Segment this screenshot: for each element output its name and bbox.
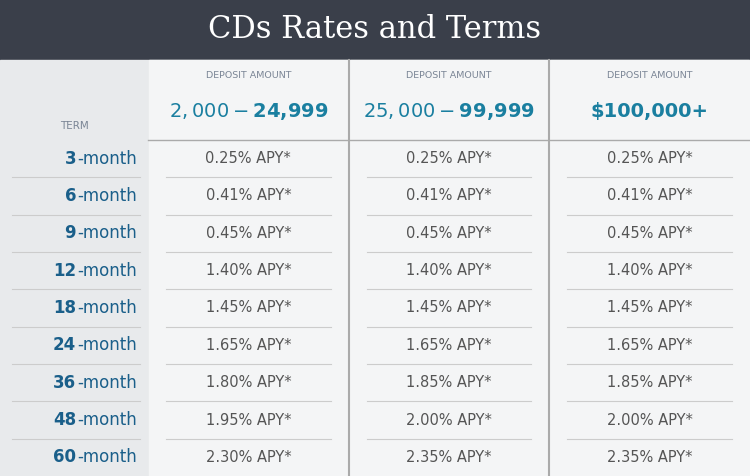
Text: $25,000 - $99,999: $25,000 - $99,999 xyxy=(363,101,535,122)
Text: -month: -month xyxy=(77,411,136,429)
Text: 0.45% APY*: 0.45% APY* xyxy=(406,226,492,241)
Text: 48: 48 xyxy=(53,411,76,429)
Text: 2.35% APY*: 2.35% APY* xyxy=(607,450,692,465)
Text: 0.41% APY*: 0.41% APY* xyxy=(607,188,692,204)
Text: -month: -month xyxy=(77,337,136,354)
Text: 1.95% APY*: 1.95% APY* xyxy=(206,413,291,427)
Text: 18: 18 xyxy=(53,299,76,317)
Text: 0.45% APY*: 0.45% APY* xyxy=(206,226,291,241)
Bar xyxy=(0,60,750,476)
Text: -month: -month xyxy=(77,187,136,205)
Text: CDs Rates and Terms: CDs Rates and Terms xyxy=(209,14,542,46)
Text: 6: 6 xyxy=(64,187,76,205)
Text: 3: 3 xyxy=(64,149,76,168)
Text: 1.40% APY*: 1.40% APY* xyxy=(206,263,291,278)
Text: 1.85% APY*: 1.85% APY* xyxy=(406,375,492,390)
Text: -month: -month xyxy=(77,299,136,317)
Text: -month: -month xyxy=(77,374,136,392)
Text: 1.85% APY*: 1.85% APY* xyxy=(607,375,692,390)
Bar xyxy=(350,60,548,476)
Text: DEPOSIT AMOUNT: DEPOSIT AMOUNT xyxy=(206,71,291,80)
Text: -month: -month xyxy=(77,262,136,280)
Text: 24: 24 xyxy=(53,337,76,354)
Bar xyxy=(149,60,348,476)
Text: 60: 60 xyxy=(53,448,76,466)
Text: 0.45% APY*: 0.45% APY* xyxy=(607,226,692,241)
Text: DEPOSIT AMOUNT: DEPOSIT AMOUNT xyxy=(607,71,692,80)
Text: 2.35% APY*: 2.35% APY* xyxy=(406,450,492,465)
Bar xyxy=(550,60,749,476)
Text: 1.80% APY*: 1.80% APY* xyxy=(206,375,291,390)
Text: 0.25% APY*: 0.25% APY* xyxy=(607,151,692,166)
Text: 1.45% APY*: 1.45% APY* xyxy=(206,300,291,316)
Text: $100,000+: $100,000+ xyxy=(591,102,709,121)
Text: -month: -month xyxy=(77,224,136,242)
Text: 1.65% APY*: 1.65% APY* xyxy=(607,338,692,353)
Text: -month: -month xyxy=(77,448,136,466)
Text: 1.40% APY*: 1.40% APY* xyxy=(607,263,692,278)
Text: 0.25% APY*: 0.25% APY* xyxy=(206,151,291,166)
Text: 12: 12 xyxy=(53,262,76,280)
Text: -month: -month xyxy=(77,149,136,168)
Text: 9: 9 xyxy=(64,224,76,242)
Text: 1.65% APY*: 1.65% APY* xyxy=(406,338,492,353)
Text: 1.40% APY*: 1.40% APY* xyxy=(406,263,492,278)
Text: 1.45% APY*: 1.45% APY* xyxy=(607,300,692,316)
Text: 2.30% APY*: 2.30% APY* xyxy=(206,450,291,465)
Text: 0.41% APY*: 0.41% APY* xyxy=(206,188,291,204)
Text: TERM: TERM xyxy=(60,121,88,131)
Text: 1.65% APY*: 1.65% APY* xyxy=(206,338,291,353)
Text: DEPOSIT AMOUNT: DEPOSIT AMOUNT xyxy=(406,71,492,80)
Text: 36: 36 xyxy=(53,374,76,392)
Text: 2.00% APY*: 2.00% APY* xyxy=(406,413,492,427)
Text: 0.41% APY*: 0.41% APY* xyxy=(406,188,492,204)
Text: $2,000 - $24,999: $2,000 - $24,999 xyxy=(169,101,328,122)
Text: 0.25% APY*: 0.25% APY* xyxy=(406,151,492,166)
Text: 2.00% APY*: 2.00% APY* xyxy=(607,413,692,427)
Text: 1.45% APY*: 1.45% APY* xyxy=(406,300,492,316)
